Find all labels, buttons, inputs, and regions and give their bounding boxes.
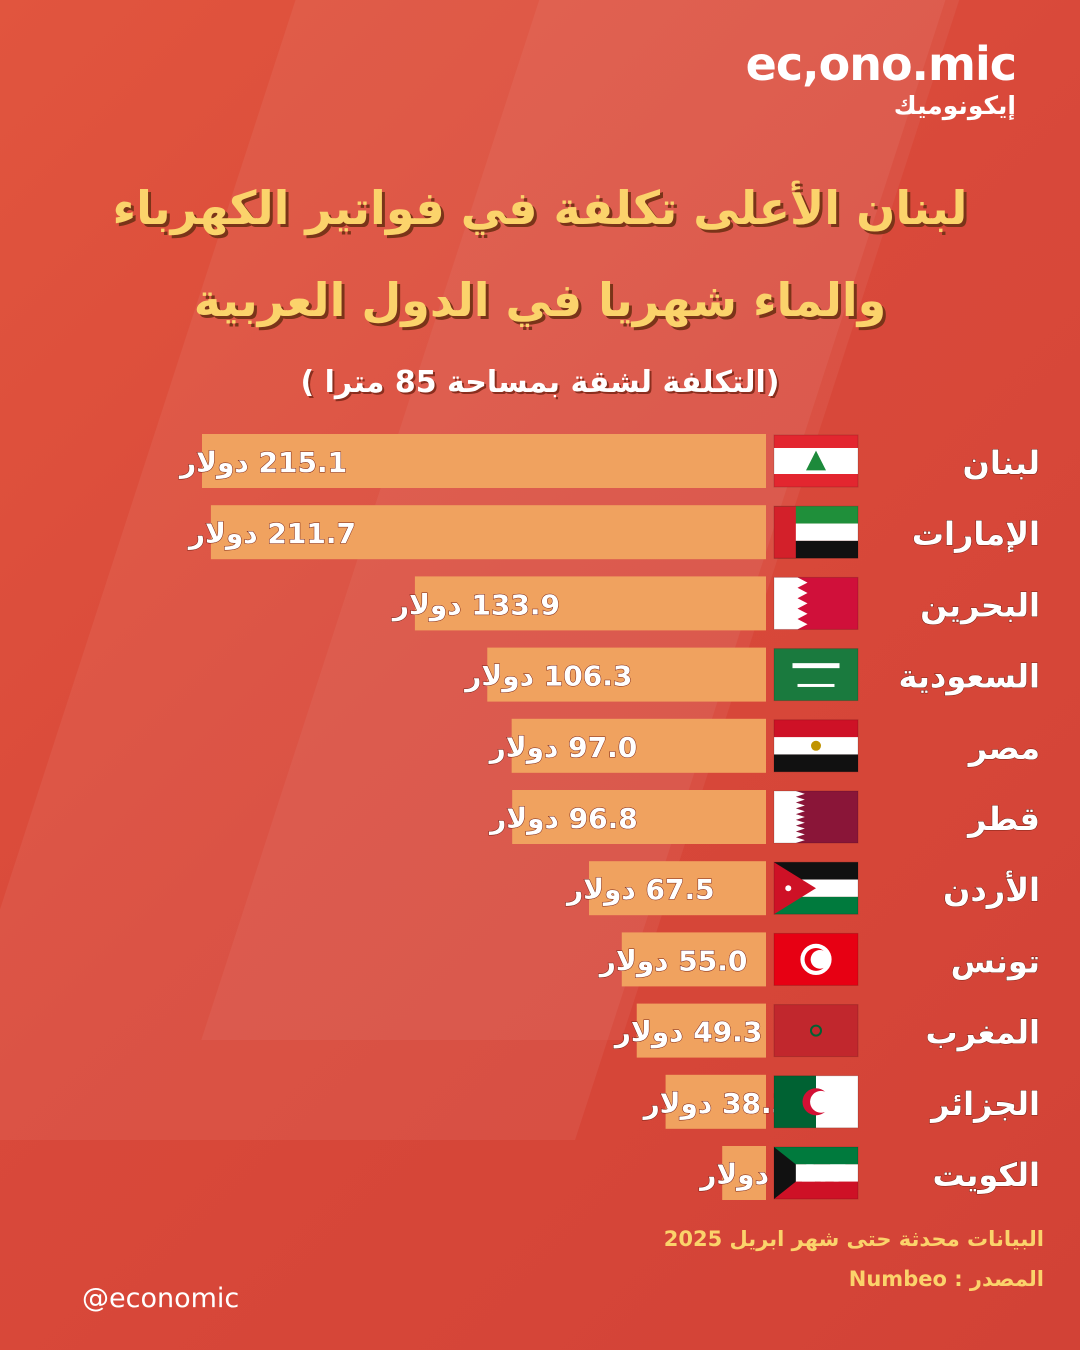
bar-value-label: 106.3 دولار: [463, 660, 632, 693]
bar-value-label: 55.0 دولار: [598, 944, 748, 977]
chart-title: لبنان الأعلى تكلفة في فواتير الكهرباء وا…: [60, 162, 1020, 346]
uae-flag-icon: [773, 505, 859, 559]
country-label: البحرين: [920, 586, 1040, 624]
chart-title-line1: لبنان الأعلى تكلفة في فواتير الكهرباء: [112, 181, 968, 235]
qatar-flag-icon: [773, 790, 859, 844]
country-label: الكويت: [932, 1156, 1040, 1194]
country-label: المغرب: [925, 1014, 1040, 1052]
bar: [487, 647, 766, 702]
update-note: البيانات محدثة حتى شهر ابريل 2025: [663, 1227, 1044, 1251]
algeria-flag-icon: [773, 1075, 859, 1129]
country-label: الجزائر: [929, 1085, 1040, 1123]
bar: [636, 1003, 766, 1058]
chart-title-line2: والماء شهريا في الدول العربية: [193, 273, 887, 327]
bahrain-flag-icon: [773, 576, 859, 630]
jordan-flag-icon: [773, 861, 859, 915]
country-label: مصر: [967, 729, 1040, 767]
country-label: السعودية: [898, 658, 1040, 696]
morocco-flag-icon: [773, 1004, 859, 1058]
country-label: لبنان: [963, 444, 1040, 482]
bar: [589, 861, 766, 916]
saudi-flag-icon: [773, 648, 859, 702]
source-note: المصدر : Numbeo: [848, 1267, 1044, 1291]
bar-value-label: 133.9 دولار: [391, 588, 560, 621]
bar: [210, 505, 766, 560]
social-handle: @economic: [82, 1283, 240, 1314]
bar-value-label: 96.8 دولار: [488, 802, 638, 835]
bar: [621, 932, 766, 987]
country-label: قطر: [966, 800, 1040, 838]
chart-subtitle: (التكلفة لشقة بمساحة 85 مترا ): [300, 365, 780, 400]
tunisia-flag-icon: [773, 932, 859, 986]
bar: [722, 1146, 766, 1200]
brand-name-ar: إيكونوميك: [893, 91, 1016, 120]
bar: [665, 1074, 766, 1129]
bar-value-label: 211.7 دولار: [187, 517, 356, 550]
lebanon-flag-icon: [773, 434, 859, 488]
brand-name-en: ec,ono.mic: [745, 37, 1017, 91]
bar: [512, 790, 766, 844]
bar: [511, 718, 766, 773]
country-label: الأردن: [943, 870, 1040, 909]
bar-value-label: 38.3 دولار: [642, 1087, 792, 1120]
brand-logo: ec,ono.mic إيكونوميك: [745, 37, 1017, 122]
egypt-flag-icon: [773, 719, 859, 773]
bar: [414, 576, 766, 631]
kuwait-flag-icon: [773, 1146, 859, 1200]
bar-value-label: 215.1 دولار: [178, 446, 347, 479]
country-label: الإمارات: [912, 515, 1040, 553]
country-label: تونس: [951, 942, 1040, 980]
bar: [202, 434, 766, 488]
bar-value-label: 97.0 دولار: [488, 731, 638, 764]
bar-value-label: 67.5 دولار: [565, 873, 715, 906]
bar-value-label: 49.3 دولار: [613, 1016, 763, 1049]
